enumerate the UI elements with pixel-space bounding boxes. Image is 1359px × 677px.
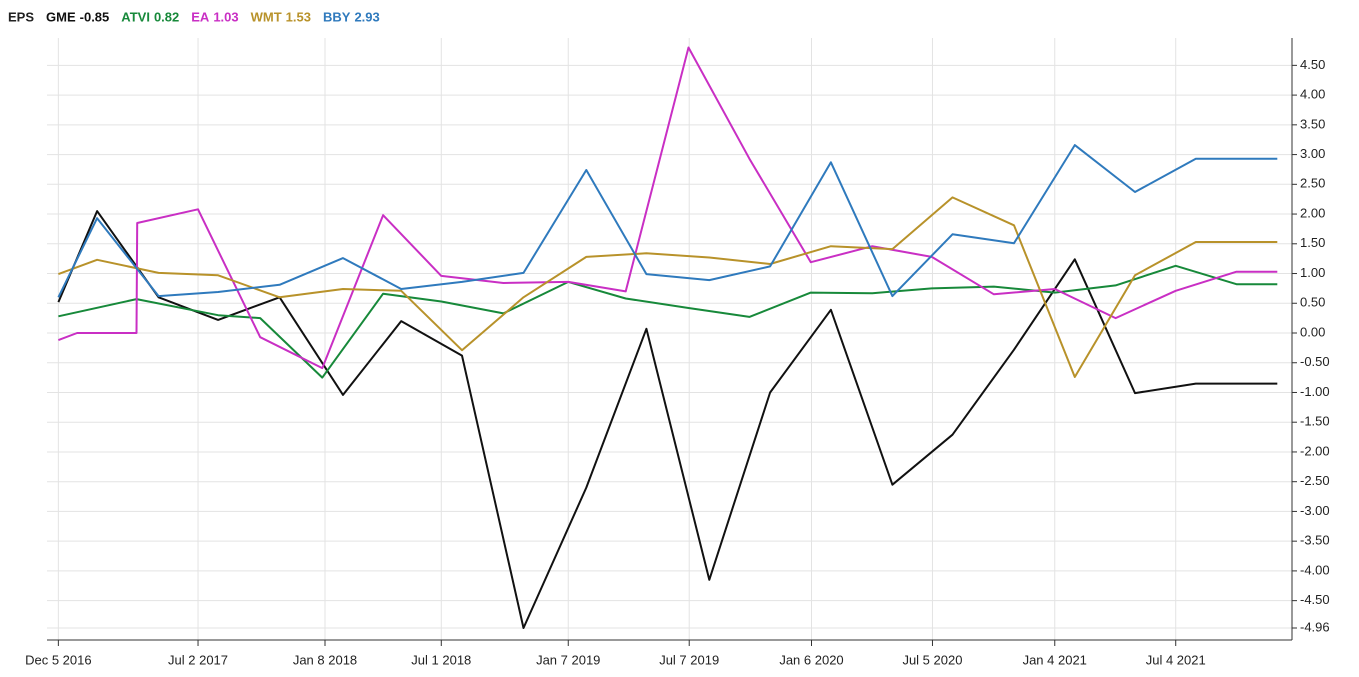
series-line — [57, 144, 1278, 298]
x-tick-label: Jul 4 2021 — [1146, 652, 1206, 667]
y-tick-label: 0.00 — [1300, 324, 1325, 339]
x-tick-label: Jan 7 2019 — [536, 652, 600, 667]
legend-value: 0.82 — [154, 9, 179, 24]
y-tick-label: 0.50 — [1300, 295, 1325, 310]
x-tick-label: Jul 7 2019 — [659, 652, 719, 667]
y-tick-label: -0.50 — [1300, 354, 1330, 369]
y-tick-label: 4.00 — [1300, 87, 1325, 102]
y-tick-label: 2.50 — [1300, 176, 1325, 191]
x-tick-label: Jan 8 2018 — [293, 652, 357, 667]
legend-value: -0.85 — [80, 9, 110, 24]
legend-name: EA — [191, 9, 210, 24]
legend-value: 1.03 — [213, 9, 238, 24]
series-line — [58, 264, 1278, 379]
legend-name: BBY — [323, 9, 351, 24]
legend-title: EPS — [8, 9, 34, 24]
y-tick-label: -2.00 — [1300, 443, 1330, 458]
x-tick-label: Jul 5 2020 — [902, 652, 962, 667]
x-tick-label: Jan 6 2020 — [779, 652, 843, 667]
y-tick-label: -3.50 — [1300, 533, 1330, 548]
y-tick-label: 2.00 — [1300, 205, 1325, 220]
series-line — [58, 196, 1278, 378]
legend-value: 2.93 — [354, 9, 379, 24]
y-tick-label: -4.50 — [1300, 592, 1330, 607]
x-tick-label: Dec 5 2016 — [25, 652, 92, 667]
x-tick-label: Jan 4 2021 — [1023, 652, 1087, 667]
legend-name: GME — [46, 9, 76, 24]
y-tick-label: -1.00 — [1300, 384, 1330, 399]
y-tick-label: -1.50 — [1300, 414, 1330, 429]
x-tick-label: Jul 1 2018 — [411, 652, 471, 667]
legend-value: 1.53 — [286, 9, 311, 24]
y-tick-label: 3.00 — [1300, 146, 1325, 161]
y-tick-label: -2.50 — [1300, 473, 1330, 488]
y-tick-label: -4.00 — [1300, 562, 1330, 577]
legend-name: ATVI — [121, 9, 150, 24]
y-tick-label: 1.00 — [1300, 265, 1325, 280]
y-tick-label: 4.50 — [1300, 57, 1325, 72]
y-tick-label: -3.00 — [1300, 503, 1330, 518]
y-tick-label: 3.50 — [1300, 116, 1325, 131]
y-tick-label: -4.96 — [1300, 619, 1330, 634]
series-line — [58, 46, 1278, 370]
x-tick-label: Jul 2 2017 — [168, 652, 228, 667]
y-tick-label: 1.50 — [1300, 235, 1325, 250]
legend-name: WMT — [251, 9, 282, 24]
